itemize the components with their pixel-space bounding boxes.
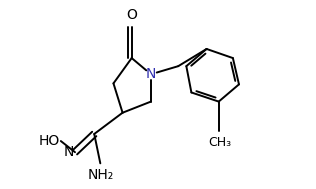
Text: O: O bbox=[126, 8, 137, 22]
Text: N: N bbox=[146, 67, 156, 81]
Text: CH₃: CH₃ bbox=[208, 136, 231, 149]
Text: N: N bbox=[64, 145, 74, 159]
Text: NH₂: NH₂ bbox=[87, 168, 113, 182]
Text: HO: HO bbox=[39, 134, 60, 148]
